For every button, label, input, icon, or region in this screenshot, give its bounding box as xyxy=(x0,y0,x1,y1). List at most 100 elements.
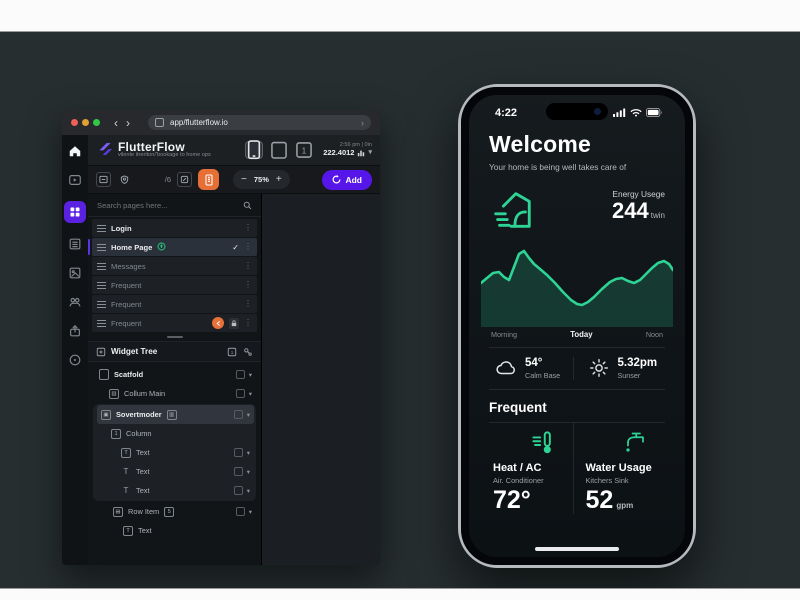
drag-handle-icon[interactable] xyxy=(97,262,106,270)
add-widget-icon[interactable] xyxy=(96,347,106,357)
node-action-icon[interactable] xyxy=(235,370,245,379)
media-assets-icon[interactable] xyxy=(67,265,83,281)
drag-handle-icon[interactable] xyxy=(97,319,106,327)
page-label: Frequent xyxy=(111,280,142,290)
row-menu-icon[interactable]: ⋮ xyxy=(244,223,252,232)
tree-node-text-3[interactable]: T Text ▾ xyxy=(117,481,254,500)
breakpoint-icon[interactable] xyxy=(177,172,193,187)
node-action-icon[interactable] xyxy=(235,507,245,516)
page-label: Frequent xyxy=(111,299,142,309)
sunset-cell[interactable]: 5.32pm Sunser xyxy=(572,357,666,380)
row-menu-icon[interactable]: ⋮ xyxy=(244,261,252,270)
tree-node-scaffold[interactable]: Scatfold ▾ xyxy=(95,365,256,384)
tree-node-row-item[interactable]: ▤ Row Item 5 ▾ xyxy=(109,502,256,521)
page-row-frequent-1[interactable]: Frequent ⋮ xyxy=(92,276,257,294)
tree-node-text-1[interactable]: T Text ▾ xyxy=(117,443,254,462)
chart-label-morning: Morning xyxy=(491,330,517,339)
node-chevron-icon[interactable]: ▾ xyxy=(248,371,252,379)
tree-node-label: Column xyxy=(126,429,152,438)
node-action-icon[interactable] xyxy=(235,389,245,398)
chart-area xyxy=(481,251,673,327)
alert-badge-icon[interactable] xyxy=(212,317,224,329)
address-chevron-icon[interactable]: › xyxy=(361,117,364,128)
lock-icon xyxy=(229,317,239,329)
drag-handle-icon[interactable] xyxy=(97,224,106,232)
water-usage-card[interactable]: Water Usage Kitchers Sink 52 gpm xyxy=(572,422,666,515)
page-row-messages[interactable]: Messages ⋮ xyxy=(92,257,257,275)
url-text: app/flutterflow.io xyxy=(170,118,228,127)
zoom-level: 75% xyxy=(253,175,269,184)
temperature-cell[interactable]: 54° Calm Base xyxy=(489,357,573,380)
page-row-login[interactable]: Login ⋮ xyxy=(92,219,257,237)
zoom-in-button[interactable]: + xyxy=(275,174,282,185)
home-indicator[interactable] xyxy=(535,547,619,551)
minimize-window-button[interactable] xyxy=(82,119,89,126)
widget-palette-icon[interactable] xyxy=(64,201,86,223)
tree-node-sovertmoder[interactable]: ▣ Sovertmoder ▥ ▾ xyxy=(97,405,254,424)
help-icon[interactable] xyxy=(67,352,83,368)
project-title-block: FlutterFlow vilente itreriton/'bookage t… xyxy=(118,141,211,159)
page-row-home-page[interactable]: Home Page ✓ ⋮ xyxy=(88,238,257,256)
forward-button[interactable]: › xyxy=(126,115,130,130)
tree-node-text-4[interactable]: T Text xyxy=(119,521,256,540)
frequent-title: Frequent xyxy=(489,399,547,415)
heat-ac-card[interactable]: Heat / AC Air. Conditioner 72° xyxy=(489,423,573,515)
breakpoint-one-icon[interactable]: 1 xyxy=(227,347,237,357)
page-list-icon[interactable] xyxy=(67,236,83,252)
page-label: Frequent xyxy=(111,318,142,328)
drag-handle-icon[interactable] xyxy=(97,243,106,251)
energy-value: 244 xyxy=(612,198,649,223)
tree-node-text-2[interactable]: T Text ▾ xyxy=(117,462,254,481)
device-desktop-button[interactable]: 1 xyxy=(295,141,313,159)
maximize-window-button[interactable] xyxy=(93,119,100,126)
panel-resize-handle[interactable] xyxy=(88,333,261,341)
row-menu-icon[interactable]: ⋮ xyxy=(244,299,252,308)
node-chevron-icon[interactable]: ▾ xyxy=(248,508,252,516)
node-chevron-icon[interactable]: ▾ xyxy=(246,449,250,457)
run-mode-button[interactable] xyxy=(198,169,220,190)
drag-handle-icon[interactable] xyxy=(97,300,106,308)
node-action-icon[interactable] xyxy=(233,448,243,457)
address-bar[interactable]: app/flutterflow.io › xyxy=(148,115,371,130)
app-name: FlutterFlow xyxy=(118,139,185,154)
welcome-subtitle: Your home is being well takes care of xyxy=(489,162,627,172)
sunset-value: 5.32pm xyxy=(617,357,658,369)
page-row-frequent-3[interactable]: Frequent ⋮ xyxy=(92,314,257,332)
node-chevron-icon[interactable]: ▾ xyxy=(246,487,250,495)
drag-handle-icon[interactable] xyxy=(97,281,106,289)
dynamic-island xyxy=(546,103,608,120)
link-nodes-icon[interactable] xyxy=(243,347,253,357)
zoom-out-button[interactable]: − xyxy=(241,174,247,185)
thermometer-icon xyxy=(531,431,551,454)
row-menu-icon[interactable]: ⋮ xyxy=(244,318,252,327)
node-chevron-icon[interactable]: ▾ xyxy=(246,468,250,476)
team-icon[interactable] xyxy=(67,294,83,310)
canvas-mode-icon[interactable] xyxy=(96,172,111,187)
row-menu-icon[interactable]: ⋮ xyxy=(244,242,252,251)
app-header: FlutterFlow vilente itreriton/'bookage t… xyxy=(88,135,380,166)
device-tablet-button[interactable] xyxy=(270,141,288,159)
theme-settings-icon[interactable] xyxy=(117,172,132,187)
back-button[interactable]: ‹ xyxy=(114,115,118,130)
tree-group: ▣ Sovertmoder ▥ ▾ 1 Column T xyxy=(93,404,256,501)
page-label: Home Page xyxy=(111,242,153,252)
export-icon[interactable] xyxy=(67,323,83,339)
node-action-icon[interactable] xyxy=(233,486,243,495)
device-phone-button[interactable] xyxy=(245,140,264,160)
home-icon[interactable] xyxy=(67,143,83,159)
status-time: 4:22 xyxy=(495,106,518,119)
row-menu-icon[interactable]: ⋮ xyxy=(244,280,252,289)
add-button[interactable]: Add xyxy=(322,169,372,190)
page-row-frequent-2[interactable]: Frequent ⋮ xyxy=(92,295,257,313)
tree-node-column[interactable]: 1 Column xyxy=(107,424,254,443)
editor-canvas[interactable] xyxy=(262,194,380,565)
node-action-icon[interactable] xyxy=(233,410,243,419)
app-preview-icon[interactable] xyxy=(67,172,83,188)
search-input[interactable] xyxy=(97,200,237,210)
node-chevron-icon[interactable]: ▾ xyxy=(248,390,252,398)
build-chevron-icon[interactable]: ▾ xyxy=(368,149,372,157)
node-chevron-icon[interactable]: ▾ xyxy=(246,411,250,419)
tree-node-column-main[interactable]: ▥ Collum Main ▾ xyxy=(105,384,256,403)
close-window-button[interactable] xyxy=(71,119,78,126)
node-action-icon[interactable] xyxy=(233,467,243,476)
